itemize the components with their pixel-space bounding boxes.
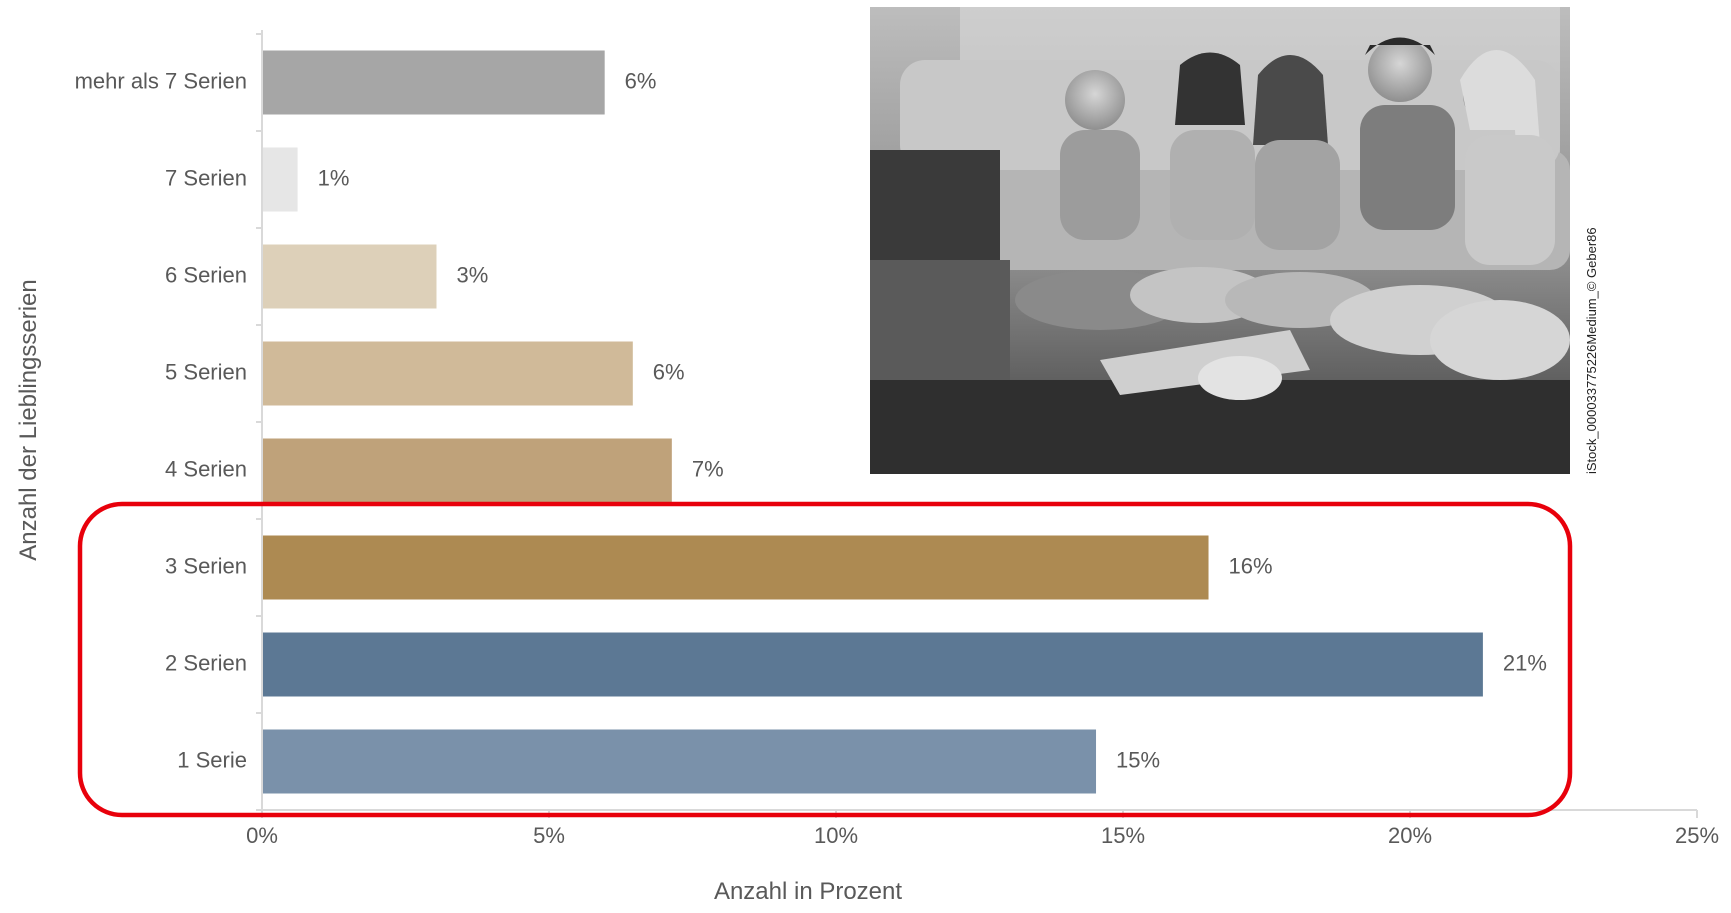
- bar: [263, 632, 1483, 697]
- bar: [263, 729, 1097, 794]
- highlight-box: [77, 501, 1573, 818]
- category-label: 3 Serien: [165, 553, 247, 578]
- bar: [263, 50, 605, 115]
- value-label: 3%: [456, 262, 488, 287]
- x-tick-label: 15%: [1101, 823, 1145, 848]
- x-tick-label: 5%: [533, 823, 565, 848]
- value-labels: 6% 1% 3% 6% 7% 16% 21% 15%: [318, 68, 1547, 772]
- x-tick-label: 20%: [1388, 823, 1432, 848]
- category-label: 4 Serien: [165, 456, 247, 481]
- x-tick-label: 25%: [1675, 823, 1719, 848]
- y-axis-ticks: [256, 33, 262, 811]
- value-label: 15%: [1116, 747, 1160, 772]
- value-label: 7%: [692, 456, 724, 481]
- bar: [263, 244, 437, 309]
- photo-credit: iStock_000033775226Medium_© Geber86: [1584, 227, 1599, 474]
- bar: [263, 535, 1209, 600]
- bar: [263, 147, 298, 212]
- x-tick-label: 10%: [814, 823, 858, 848]
- photo-friends-watching-tv: [870, 7, 1570, 474]
- category-label: 5 Serien: [165, 359, 247, 384]
- category-label: 7 Serien: [165, 165, 247, 190]
- value-label: 6%: [653, 359, 685, 384]
- value-label: 1%: [318, 165, 350, 190]
- value-label: 6%: [625, 68, 657, 93]
- x-axis-title: Anzahl in Prozent: [714, 878, 902, 905]
- y-axis-title: Anzahl der Lieblingsserien: [15, 279, 42, 561]
- x-tick-label: 0%: [246, 823, 278, 848]
- x-tick-labels: 0% 5% 10% 15% 20% 25%: [246, 823, 1719, 848]
- category-label: 6 Serien: [165, 262, 247, 287]
- bar: [263, 438, 672, 503]
- category-label: 1 Serie: [177, 747, 247, 772]
- bar: [263, 341, 633, 406]
- category-label: 2 Serien: [165, 650, 247, 675]
- value-label: 16%: [1229, 553, 1273, 578]
- category-labels: mehr als 7 Serien 7 Serien 6 Serien 5 Serie…: [75, 68, 247, 772]
- bar-series: [263, 50, 1483, 794]
- value-label: 21%: [1503, 650, 1547, 675]
- category-label: mehr als 7 Serien: [75, 68, 247, 93]
